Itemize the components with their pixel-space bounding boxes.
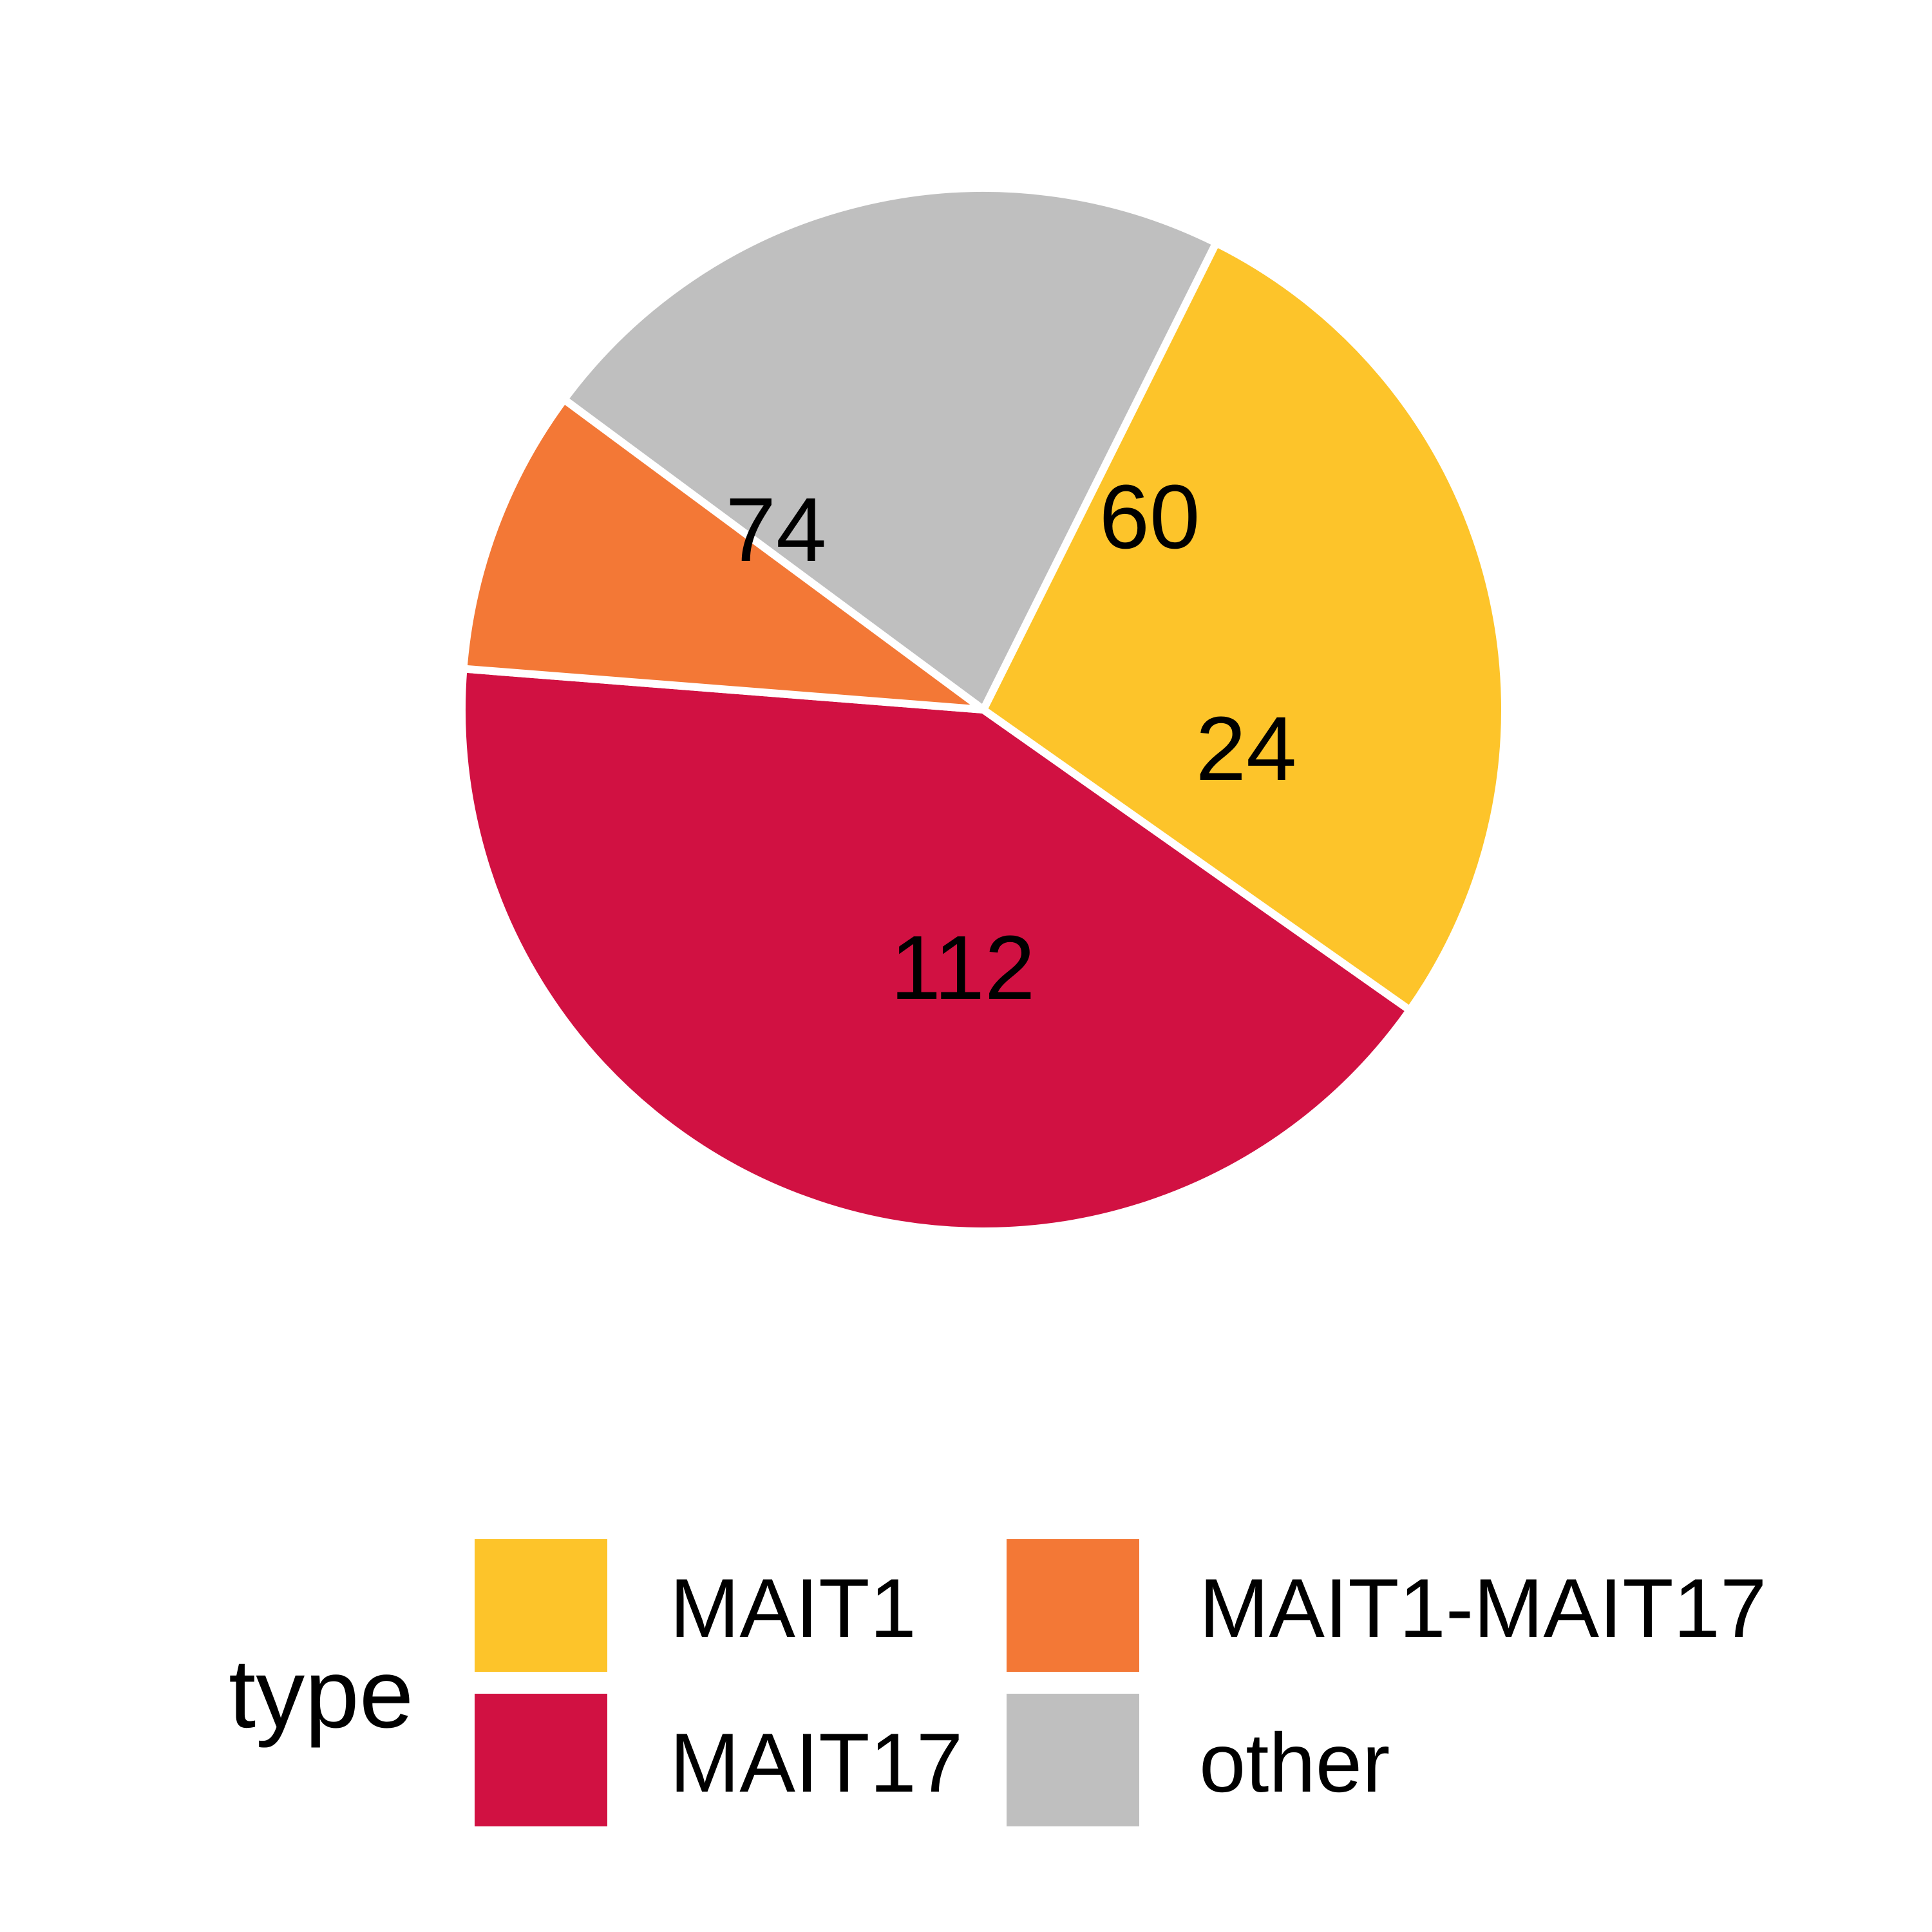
legend-label-mait1: MAIT1	[670, 1561, 916, 1655]
pie-slice-mait1-mait17	[459, 395, 987, 714]
pie-slice-mait17	[458, 665, 1414, 1236]
pie-slice-other	[560, 184, 1220, 714]
pie-slice-label-mait1: 74	[726, 478, 827, 580]
legend-label-other: other	[1199, 1716, 1390, 1810]
pie-slice-labels: 74 112 24 60	[726, 466, 1297, 1018]
pie-slice-label-mait1-mait17: 24	[1196, 697, 1297, 799]
legend-swatch-mait1	[475, 1539, 607, 1672]
legend: type MAIT1 MAIT17 MAIT1-MAIT17 other	[229, 1539, 1766, 1826]
pie-slice-label-other: 60	[1099, 466, 1200, 567]
pie-slice-label-mait17: 112	[891, 916, 1036, 1018]
legend-swatch-mait1-mait17	[1007, 1539, 1139, 1672]
legend-label-mait1-mait17: MAIT1-MAIT17	[1199, 1561, 1766, 1655]
legend-label-mait17: MAIT17	[670, 1716, 963, 1810]
pie-slice-mait1	[980, 239, 1510, 1014]
legend-items: MAIT1 MAIT17 MAIT1-MAIT17 other	[475, 1539, 1766, 1826]
pie-slices	[458, 184, 1510, 1236]
legend-swatch-mait17	[475, 1694, 607, 1826]
legend-title: type	[229, 1639, 413, 1748]
legend-swatch-other	[1007, 1694, 1139, 1826]
